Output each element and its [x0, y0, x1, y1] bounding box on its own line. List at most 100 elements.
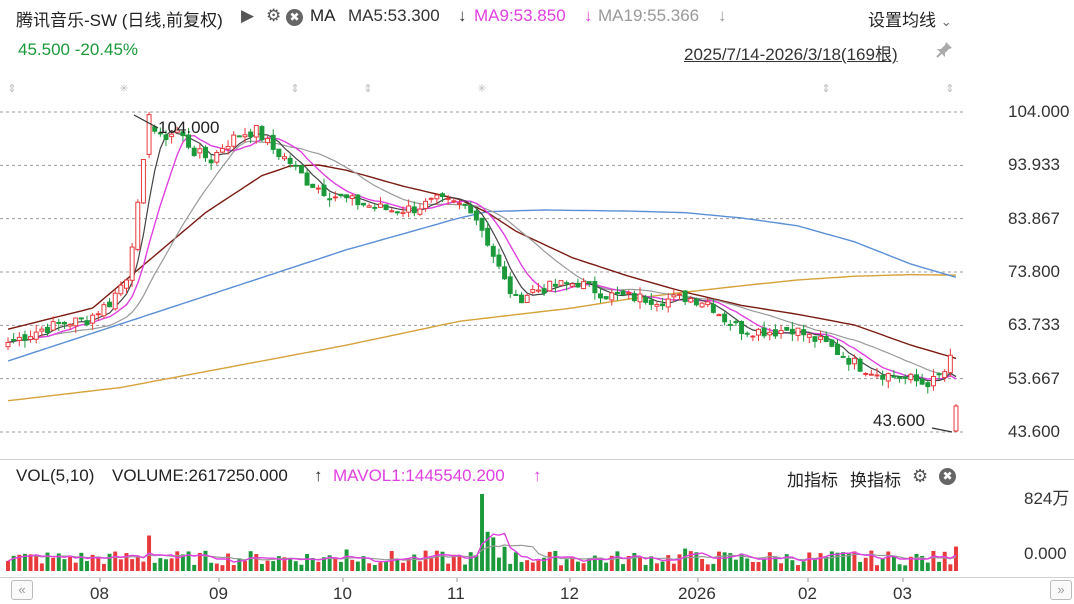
candle-body — [225, 145, 231, 150]
candle-body — [282, 156, 287, 160]
volume-bar — [254, 554, 259, 571]
volume-bar — [480, 494, 484, 571]
candle-body — [383, 204, 389, 211]
volume-bar — [496, 557, 501, 571]
volume-bar — [451, 554, 456, 571]
volume-bar — [372, 564, 377, 571]
gear-icon[interactable]: ⚙ — [912, 466, 929, 486]
close-icon[interactable]: ✖ — [286, 8, 303, 26]
x-tick-label: 08 — [90, 584, 109, 603]
candle-body — [338, 193, 344, 197]
candle-body — [163, 134, 169, 140]
date-range[interactable]: 2025/7/14-2026/3/18(169根) — [684, 45, 898, 64]
volume-bar — [897, 564, 902, 571]
volume-bar — [79, 552, 84, 571]
candle-body — [219, 147, 225, 153]
candle-body — [840, 355, 846, 358]
volume-bar — [604, 562, 609, 571]
candle-body — [107, 301, 113, 308]
candle-body — [569, 283, 575, 287]
candle-body — [5, 341, 11, 348]
volume-bar — [440, 551, 445, 571]
candle-body — [710, 303, 716, 313]
candle-body — [716, 314, 722, 317]
volume-bar — [717, 551, 721, 571]
marker-icon: ✳ — [477, 83, 486, 95]
volume-bar — [886, 551, 891, 571]
candle-body — [101, 304, 107, 317]
volume-bar — [62, 559, 67, 571]
candlesticks — [5, 112, 959, 432]
candle-body — [377, 203, 383, 208]
volume-bar — [186, 551, 191, 571]
candle-body — [372, 206, 378, 209]
candle-body — [16, 336, 22, 341]
candle-body — [366, 205, 372, 208]
volume-bar — [711, 563, 716, 571]
candle-body — [39, 328, 45, 332]
candle-body — [411, 206, 417, 214]
candle-body — [344, 194, 350, 199]
candle-body — [637, 293, 643, 303]
pin-icon[interactable] — [934, 40, 954, 60]
switch-indicator-button[interactable]: 换指标 — [850, 471, 901, 490]
volume-bar — [677, 554, 682, 571]
volume-bar — [632, 552, 637, 571]
scroll-left-icon[interactable]: « — [11, 580, 33, 600]
volume-bar — [739, 553, 744, 571]
ma120-line — [7, 209, 957, 362]
stock-title: 腾讯音乐-SW (日线,前复权) — [16, 11, 223, 30]
candle-body — [248, 131, 254, 138]
moving-average-lines — [7, 129, 957, 402]
marker-icon: ⇕ — [7, 83, 16, 95]
candle-body — [174, 129, 180, 133]
ma-settings-button[interactable]: 设置均线 ⌄ — [868, 6, 952, 31]
candle-body — [942, 371, 948, 379]
candle-body — [129, 246, 135, 281]
candle-body — [468, 205, 474, 214]
candle-body — [394, 211, 400, 214]
candle-body — [445, 197, 451, 200]
volume-bar — [858, 561, 863, 571]
volume-bar — [638, 556, 642, 571]
candle-body — [541, 288, 547, 294]
volume-bar — [733, 559, 738, 571]
volume-bar — [502, 546, 507, 571]
volume-bar — [564, 559, 569, 571]
volume-bar — [841, 552, 846, 571]
volume-bar — [525, 560, 530, 571]
volume-bar — [214, 563, 219, 571]
candle-body — [947, 354, 953, 374]
candle-body — [682, 290, 688, 303]
scroll-right-icon[interactable]: » — [1050, 580, 1072, 600]
price-tick-label: 63.733 — [1008, 315, 1060, 335]
marker-icon: ⇕ — [945, 83, 954, 95]
add-indicator-button[interactable]: 加指标 — [787, 471, 838, 490]
volume-bar — [192, 564, 197, 571]
volume-bar — [773, 556, 778, 571]
candle-body — [231, 134, 237, 147]
gear-icon[interactable]: ⚙ — [266, 6, 282, 25]
candle-body — [287, 157, 293, 164]
candle-body — [795, 327, 801, 336]
price-tick-label: 73.800 — [1008, 262, 1060, 281]
volume-bar — [417, 561, 422, 571]
volume-bar — [395, 558, 400, 571]
candle-body — [908, 373, 914, 381]
candle-body — [298, 165, 304, 174]
volume-bar — [316, 561, 321, 571]
volume-bar — [406, 558, 411, 571]
ma9-arrow-icon: ↓ — [584, 6, 593, 25]
candle-body — [315, 187, 321, 190]
candle-body — [620, 290, 626, 296]
candle-body — [118, 284, 124, 295]
ma19-arrow-icon: ↓ — [718, 6, 727, 25]
volume-bar — [547, 551, 552, 571]
candle-body — [310, 183, 316, 188]
candle-body — [767, 331, 773, 336]
volume-bar — [34, 555, 39, 571]
close-icon[interactable]: ✖ — [939, 467, 956, 485]
candle-body — [902, 376, 908, 379]
play-icon[interactable]: ▶ — [241, 6, 255, 25]
